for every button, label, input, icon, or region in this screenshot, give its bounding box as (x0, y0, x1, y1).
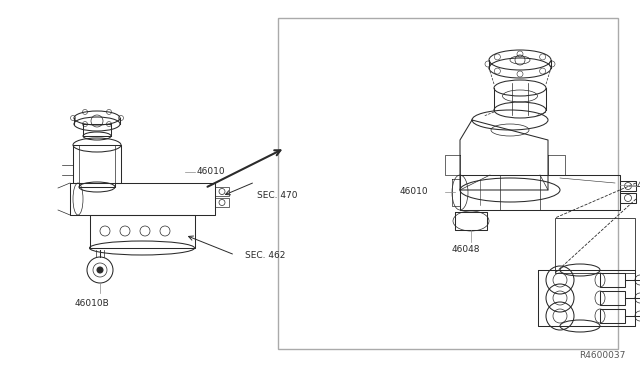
Bar (215, 187, 229, 196)
Text: SEC. 470: SEC. 470 (257, 192, 298, 201)
Text: 46010B: 46010B (75, 298, 109, 308)
Circle shape (97, 267, 103, 273)
Bar (600, 291, 625, 305)
Bar (600, 309, 625, 323)
Text: R4600037: R4600037 (579, 351, 625, 360)
Bar (600, 273, 625, 287)
Text: 46010: 46010 (197, 167, 226, 176)
Bar (555, 218, 635, 273)
Text: SEC. 462: SEC. 462 (245, 250, 285, 260)
Text: 46048: 46048 (452, 246, 481, 254)
Text: 46010: 46010 (400, 187, 429, 196)
Bar (215, 198, 229, 207)
Bar (620, 193, 636, 203)
Bar (278, 18, 618, 349)
Bar (620, 181, 636, 191)
Text: 46090: 46090 (637, 180, 640, 189)
